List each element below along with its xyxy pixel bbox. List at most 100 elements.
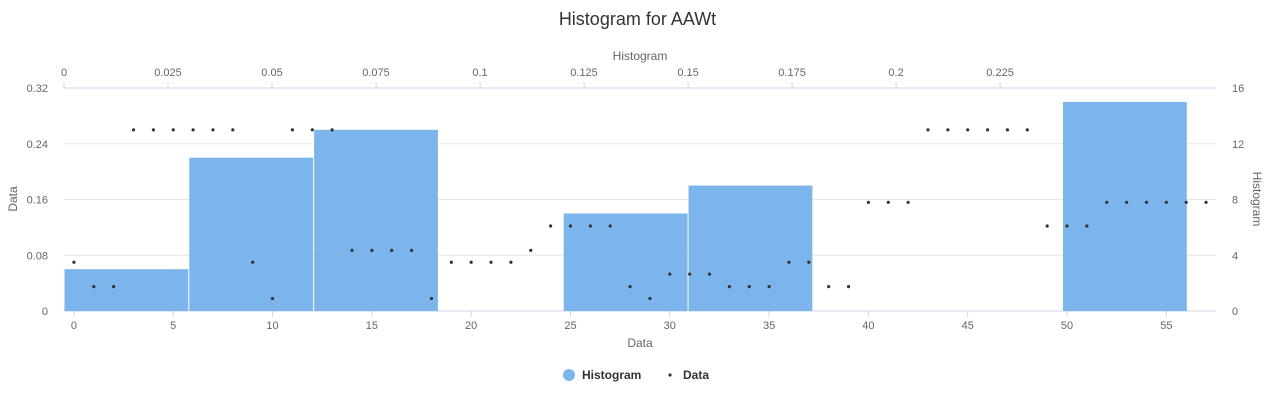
data-point — [469, 260, 473, 264]
legend-item-data[interactable]: Data — [668, 368, 709, 382]
y-right-tick-label: 12 — [1232, 139, 1244, 151]
data-point — [350, 248, 354, 252]
x-bottom-tick-label: 25 — [564, 320, 576, 332]
data-point — [668, 272, 672, 276]
data-point — [72, 260, 76, 264]
data-point — [966, 128, 970, 132]
data-point — [1184, 200, 1188, 204]
data-point — [727, 285, 731, 289]
data-point — [1125, 200, 1129, 204]
data-point — [1204, 200, 1208, 204]
data-point — [787, 260, 791, 264]
x-top-tick-label: 0.175 — [778, 67, 806, 79]
histogram-bar — [688, 185, 813, 311]
legend: Histogram Data — [563, 368, 709, 382]
x-bottom-tick-label: 0 — [71, 320, 77, 332]
data-point — [946, 128, 950, 132]
x-top-tick-label: 0 — [61, 67, 67, 79]
y-left-tick-label: 0.32 — [27, 83, 48, 95]
data-point — [151, 128, 155, 132]
data-point — [509, 260, 513, 264]
data-point — [1025, 128, 1029, 132]
data-point — [330, 128, 334, 132]
data-point — [409, 248, 414, 252]
legend-histogram-symbol — [563, 369, 575, 381]
x-bottom-axis-title: Data — [627, 336, 653, 350]
x-bottom-tick-label: 5 — [170, 320, 176, 332]
x-bottom-tick-label: 35 — [763, 320, 775, 332]
data-point — [827, 285, 831, 289]
x-top-tick-label: 0.075 — [362, 67, 390, 79]
y-right-axis-title: Histogram — [1250, 172, 1264, 227]
x-bottom-tick-label: 30 — [664, 320, 676, 332]
data-point — [628, 285, 632, 289]
y-right-tick-label: 8 — [1232, 195, 1238, 207]
data-point — [926, 128, 930, 132]
data-point — [807, 260, 811, 264]
data-point — [290, 128, 295, 132]
data-point — [270, 296, 275, 301]
x-bottom-tick-label: 55 — [1160, 320, 1172, 332]
data-point — [112, 285, 116, 289]
x-bottom-tick-label: 20 — [465, 320, 477, 332]
data-point — [191, 128, 195, 132]
data-point — [231, 128, 235, 132]
data-point — [767, 285, 771, 289]
data-point — [549, 224, 553, 228]
data-point — [92, 285, 96, 289]
data-point — [747, 285, 751, 289]
histogram-bar — [64, 269, 189, 311]
x-top-tick-label: 0.2 — [888, 67, 903, 79]
histogram-bar — [189, 157, 314, 311]
y-left-tick-label: 0.08 — [27, 250, 48, 262]
data-point — [588, 224, 592, 228]
x-top-tick-label: 0.05 — [261, 67, 282, 79]
histogram-bars — [64, 101, 1187, 311]
x-bottom-tick-label: 15 — [366, 320, 378, 332]
data-point — [568, 224, 573, 228]
data-point — [906, 200, 910, 204]
data-point — [489, 260, 493, 264]
y-left-tick-label: 0.16 — [27, 195, 48, 207]
data-point — [310, 128, 314, 132]
x-bottom-tick-label: 40 — [862, 320, 874, 332]
data-point — [1085, 224, 1089, 228]
data-point — [211, 128, 215, 132]
data-point — [449, 260, 453, 264]
y-left-axis-title: Data — [6, 186, 20, 212]
y-right-tick-label: 4 — [1232, 250, 1238, 262]
data-point — [1144, 200, 1149, 204]
data-point — [707, 272, 712, 276]
data-point — [131, 128, 136, 132]
data-point — [866, 200, 871, 204]
y-left-tick-label: 0 — [42, 306, 48, 318]
legend-data-label: Data — [683, 368, 709, 382]
data-point — [846, 285, 851, 289]
data-point — [529, 248, 533, 252]
x-top-tick-label: 0.225 — [986, 67, 1014, 79]
data-point — [608, 224, 612, 228]
y-right-tick-label: 0 — [1232, 306, 1238, 318]
y-left-tick-label: 0.24 — [27, 139, 48, 151]
x-top-tick-label: 0.15 — [677, 67, 698, 79]
data-point — [648, 296, 652, 301]
x-top-tick-label: 0.025 — [154, 67, 182, 79]
axes: 0 5 10 15 20 25 30 35 40 45 50 550 0.025 0.05 0.075 0.1… — [27, 67, 1245, 332]
legend-item-histogram[interactable]: Histogram — [563, 368, 641, 382]
data-point — [1045, 224, 1049, 228]
data-point — [985, 128, 990, 132]
chart-title: Histogram for AAWt — [559, 9, 716, 29]
y-right-tick-label: 16 — [1232, 83, 1244, 95]
data-point — [1105, 200, 1109, 204]
data-point — [171, 128, 175, 132]
data-point — [1065, 224, 1069, 228]
x-top-axis-title: Histogram — [613, 49, 668, 63]
x-top-tick-label: 0.125 — [570, 67, 598, 79]
histogram-bar — [314, 129, 438, 311]
legend-histogram-label: Histogram — [582, 368, 641, 382]
data-point — [1164, 200, 1168, 204]
data-point — [1005, 128, 1010, 132]
legend-data-symbol — [668, 373, 672, 377]
